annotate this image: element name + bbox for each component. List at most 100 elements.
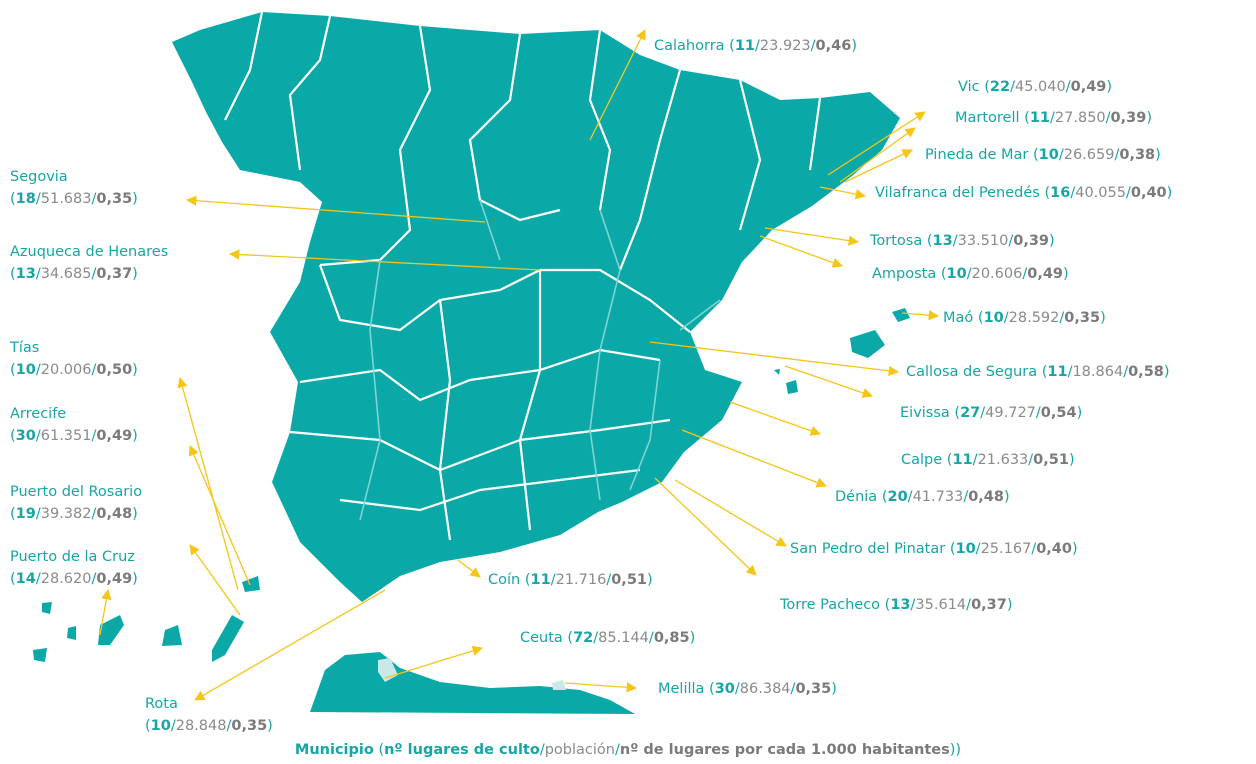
punctuation: / [540, 742, 545, 758]
punctuation: ( [525, 572, 531, 588]
punctuation: / [1028, 452, 1033, 468]
population: 34.685 [41, 266, 92, 282]
arrow [649, 341, 900, 377]
label-figures: (10/20.006/0,50) [10, 362, 138, 378]
punctuation: ) [132, 428, 138, 444]
places: 11 [952, 452, 972, 468]
punctuation: ) [132, 266, 138, 282]
ratio: 0,51 [1033, 452, 1069, 468]
punctuation: ( [10, 362, 16, 378]
ratio: 0,46 [816, 38, 852, 54]
punctuation: ( [947, 452, 953, 468]
arrows [99, 29, 940, 701]
punctuation: ( [10, 266, 16, 282]
peninsula [172, 12, 900, 602]
ratio: 0,85 [654, 630, 690, 646]
punctuation: / [908, 489, 913, 505]
punctuation: ) [1164, 364, 1170, 380]
punctuation: / [606, 572, 611, 588]
arrow [764, 227, 860, 246]
province-borders [224, 11, 822, 541]
name: Eivissa [900, 405, 950, 421]
name: Ceuta [520, 630, 563, 646]
places: 10 [955, 541, 975, 557]
places: 10 [151, 718, 171, 734]
map-shapes [33, 11, 910, 714]
label-name: Rota [145, 696, 178, 712]
label: Dénia (20/41.733/0,48) [835, 489, 1010, 505]
arrow [844, 149, 913, 183]
punctuation: ) [831, 681, 837, 697]
legend: Municipio (nº lugares de culto/población… [295, 742, 961, 758]
labels: Calahorra (11/23.923/0,46)Vic (22/45.040… [9, 38, 1172, 734]
ratio: 0,37 [971, 597, 1007, 613]
punctuation: ( [984, 79, 990, 95]
punctuation: / [92, 506, 97, 522]
province-borders-light [359, 199, 721, 521]
punctuation: ( [145, 718, 151, 734]
punctuation: / [92, 362, 97, 378]
places: 10 [984, 310, 1004, 326]
label: Pineda de Mar (10/26.659/0,38) [925, 147, 1161, 163]
population: 21.716 [556, 572, 607, 588]
punctuation: ( [10, 506, 16, 522]
population: 49.727 [985, 405, 1036, 421]
population: 85.144 [598, 630, 649, 646]
punctuation: ( [1044, 185, 1050, 201]
name: Pineda de Mar [925, 147, 1028, 163]
punctuation: / [171, 718, 176, 734]
punctuation: / [1022, 266, 1027, 282]
name: Dénia [835, 489, 877, 505]
name: Municipio [295, 742, 374, 758]
label: Amposta (10/20.606/0,49) [872, 266, 1069, 282]
punctuation: ) [1106, 79, 1112, 95]
name: Amposta [872, 266, 936, 282]
label-figures: (14/28.620/0,49) [10, 571, 138, 587]
label-figures: (13/34.685/0,37) [10, 266, 138, 282]
label: Martorell (11/27.850/0,39) [955, 110, 1152, 126]
punctuation: / [811, 38, 816, 54]
punctuation: ( [729, 38, 735, 54]
punctuation: / [36, 191, 41, 207]
places: 10 [16, 362, 36, 378]
canary-islands [33, 576, 260, 662]
places: 22 [990, 79, 1010, 95]
punctuation: ( [885, 597, 891, 613]
punctuation: ( [950, 541, 956, 557]
arrow [194, 589, 386, 701]
name: Calahorra [654, 38, 725, 54]
name: Rota [145, 696, 178, 712]
places: 19 [16, 506, 36, 522]
punctuation: ) [1155, 147, 1161, 163]
population: 39.382 [41, 506, 92, 522]
label: San Pedro del Pinatar (10/25.167/0,40) [790, 541, 1078, 557]
menorca [892, 308, 910, 322]
ratio: 0,35 [795, 681, 831, 697]
punctuation: ( [1033, 147, 1039, 163]
punctuation: / [755, 38, 760, 54]
population: 20.006 [41, 362, 92, 378]
places: 20 [887, 489, 907, 505]
punctuation: ) [1167, 185, 1173, 201]
punctuation: ( [10, 191, 16, 207]
punctuation: ( [927, 233, 933, 249]
arrow [729, 401, 821, 436]
population: 25.167 [981, 541, 1032, 557]
ratio: 0,37 [96, 266, 132, 282]
label: Coín (11/21.716/0,51) [488, 572, 653, 588]
punctuation: / [963, 489, 968, 505]
population: 26.659 [1064, 147, 1115, 163]
punctuation: / [36, 428, 41, 444]
punctuation: / [36, 506, 41, 522]
places: 11 [531, 572, 551, 588]
punctuation: / [36, 362, 41, 378]
punctuation: ( [10, 571, 16, 587]
arrow [901, 310, 940, 321]
punctuation: / [967, 266, 972, 282]
punctuation: / [1126, 185, 1131, 201]
places: 27 [960, 405, 980, 421]
punctuation: / [1008, 233, 1013, 249]
label: Melilla (30/86.384/0,35) [658, 681, 837, 697]
label-figures: (30/61.351/0,49) [10, 428, 138, 444]
punctuation: ) [1004, 489, 1010, 505]
